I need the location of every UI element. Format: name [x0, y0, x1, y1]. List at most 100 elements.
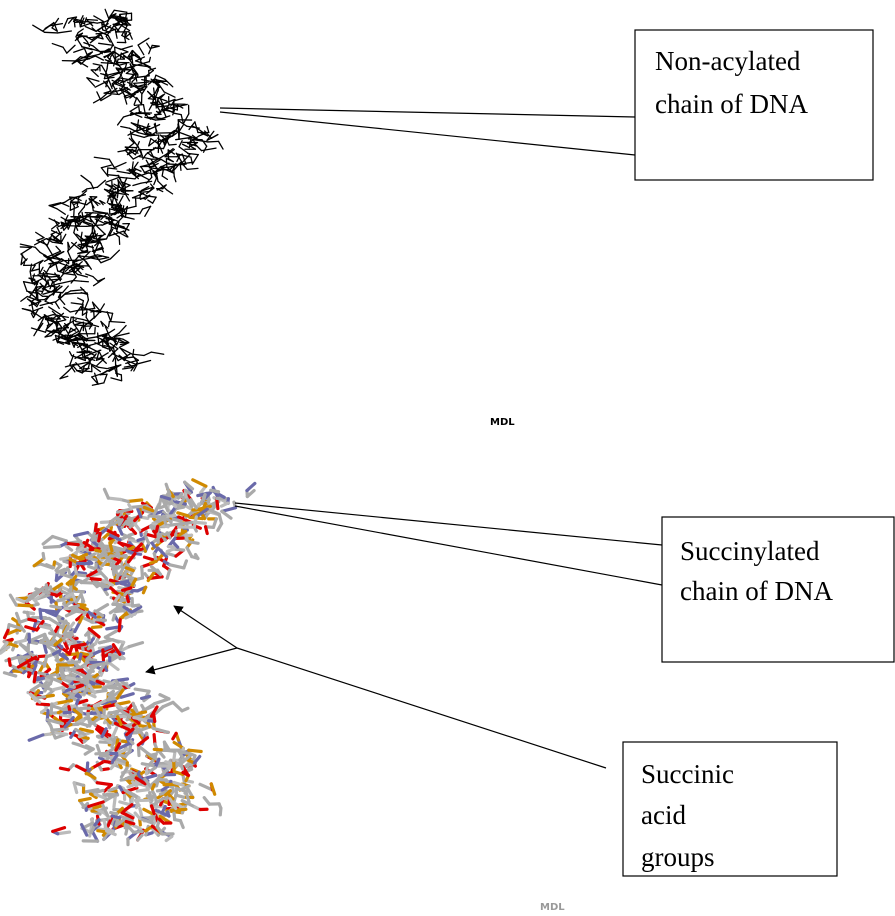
bond: [122, 205, 137, 211]
bond: [198, 782, 215, 792]
bond: [157, 817, 166, 825]
bond: [110, 814, 122, 820]
bond: [97, 531, 102, 543]
bond: [80, 280, 90, 283]
bond: [106, 311, 112, 322]
bond: [128, 57, 135, 68]
bond: [116, 192, 126, 196]
bond: [165, 547, 176, 554]
bond: [193, 552, 200, 561]
bond: [53, 636, 65, 647]
bond: [98, 42, 114, 46]
bond: [57, 319, 67, 323]
bond: [75, 706, 84, 716]
bond: [156, 514, 167, 521]
bond: [103, 28, 118, 34]
bond: [104, 8, 110, 20]
bond: [150, 168, 158, 174]
bond: [27, 617, 38, 623]
bond: [173, 112, 182, 116]
bond: [89, 571, 102, 578]
bond: [81, 616, 94, 624]
bond: [140, 762, 158, 768]
bond: [12, 669, 22, 674]
bond: [83, 299, 90, 311]
bond: [79, 243, 83, 250]
bond: [157, 94, 164, 99]
bond: [174, 529, 188, 539]
bond: [141, 585, 148, 595]
bond: [139, 208, 144, 215]
bond: [78, 34, 87, 38]
bond: [104, 328, 116, 337]
bond: [165, 568, 172, 580]
bond: [85, 35, 93, 41]
bond: [153, 158, 162, 165]
bond: [107, 689, 115, 697]
bond: [77, 214, 92, 223]
bond: [245, 481, 257, 493]
bond: [68, 17, 74, 24]
bond: [132, 355, 138, 363]
bond: [182, 559, 189, 570]
bond: [148, 102, 154, 111]
bond: [187, 748, 203, 754]
bond: [124, 359, 137, 365]
bond: [171, 700, 184, 713]
bond: [75, 31, 79, 38]
bond: [127, 129, 138, 136]
bond: [87, 356, 91, 363]
bond: [46, 330, 60, 334]
bond: [28, 692, 37, 702]
bond: [133, 364, 138, 372]
bond: [176, 104, 184, 109]
bond: [73, 224, 77, 234]
bond: [83, 212, 94, 218]
bond: [100, 734, 113, 745]
bond: [92, 255, 103, 259]
bond: [109, 191, 117, 195]
bond: [86, 224, 103, 228]
bond: [71, 741, 81, 747]
bond: [146, 571, 156, 583]
bond: [72, 685, 89, 694]
bond: [126, 361, 134, 369]
bond: [39, 706, 49, 714]
bond: [32, 311, 43, 319]
bond: [53, 231, 63, 241]
bond: [64, 259, 82, 262]
bond: [87, 564, 98, 571]
bond: [168, 563, 186, 570]
bond: [84, 241, 89, 253]
bond: [111, 77, 120, 85]
bond: [73, 530, 90, 538]
callout-text: groups: [641, 842, 715, 872]
bond: [153, 171, 158, 180]
bond: [161, 700, 175, 709]
bond: [118, 800, 133, 807]
bond: [15, 597, 29, 605]
bond: [8, 593, 18, 607]
bond: [82, 669, 94, 681]
bond: [66, 44, 76, 54]
bond: [80, 300, 85, 311]
bond: [136, 96, 143, 106]
bond: [82, 318, 90, 323]
bond: [187, 540, 200, 545]
bond: [105, 176, 120, 183]
bond: [133, 167, 142, 172]
bond: [164, 482, 172, 497]
bond: [137, 131, 151, 137]
bond: [72, 364, 78, 372]
bond: [175, 136, 192, 141]
bond: [132, 716, 151, 723]
bond: [105, 215, 120, 223]
arrow: [145, 647, 238, 675]
bond: [59, 370, 69, 380]
bond: [159, 494, 172, 501]
bond: [176, 492, 184, 500]
bond: [75, 677, 91, 687]
bond: [83, 215, 101, 219]
bond: [91, 372, 104, 378]
bond: [93, 372, 99, 385]
